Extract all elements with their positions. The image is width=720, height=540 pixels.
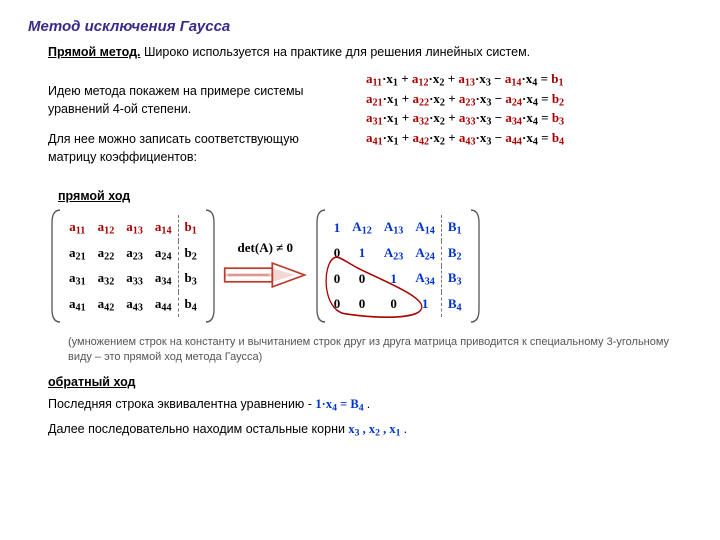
equation-row: a31·x1 + a32·x2 + a33·x3 − a34·x4 = b3 xyxy=(366,110,692,128)
para-2: Для нее можно записать соответствующую м… xyxy=(48,130,348,166)
matrix-cell: a21 xyxy=(63,241,92,267)
intro-bold: Прямой метод. xyxy=(48,45,141,59)
matrix-cell: a24 xyxy=(149,241,178,267)
bracket-right-icon xyxy=(470,209,480,323)
matrix-cell: 0 xyxy=(328,266,347,292)
matrix-cell: A24 xyxy=(409,241,441,267)
matrix-cell: 1 xyxy=(409,292,441,318)
matrix-cell: 0 xyxy=(328,241,347,267)
bracket-right-icon xyxy=(205,209,215,323)
matrix-row: a11a12a13a14b1 a21a22a23a24b2 a31a32a33a34… xyxy=(53,209,692,323)
matrix-cell: 1 xyxy=(378,266,410,292)
back1-eq: 1·x4 = B4 xyxy=(315,397,366,411)
matrix-cell: a33 xyxy=(120,266,149,292)
section-forward: прямой ход xyxy=(58,189,692,203)
matrix-cell: B4 xyxy=(441,292,467,318)
matrix-cell: a12 xyxy=(92,215,121,241)
arrow-icon xyxy=(223,258,308,292)
matrix-cell: 1 xyxy=(346,241,378,267)
matrix-cell: a44 xyxy=(149,292,178,318)
matrix-cell: a22 xyxy=(92,241,121,267)
left-column: Идею метода покажем на примере системы у… xyxy=(48,69,348,179)
matrix-cell: b4 xyxy=(178,292,203,318)
matrix-cell: a32 xyxy=(92,266,121,292)
matrix-cell: 0 xyxy=(328,292,347,318)
matrix-cell: a23 xyxy=(120,241,149,267)
matrix-cell: a42 xyxy=(92,292,121,318)
matrix-cell: b2 xyxy=(178,241,203,267)
matrix-cell: B2 xyxy=(441,241,467,267)
matrix-cell: a31 xyxy=(63,266,92,292)
matrix-cell: 0 xyxy=(378,292,410,318)
matrix-cell: B3 xyxy=(441,266,467,292)
det-label: det(A) ≠ 0 xyxy=(238,240,294,256)
matrix-left: a11a12a13a14b1 a21a22a23a24b2 a31a32a33a34… xyxy=(53,209,213,323)
section-back: обратный ход xyxy=(48,375,692,389)
intro-rest: Широко используется на практике для реше… xyxy=(141,45,531,59)
det-and-arrow: det(A) ≠ 0 xyxy=(223,240,308,292)
back2-text: Далее последовательно находим остальные … xyxy=(48,422,348,436)
t: = xyxy=(337,397,350,411)
matrix-cell: A14 xyxy=(409,215,441,241)
equation-row: a21·x1 + a22·x2 + a23·x3 − a24·x4 = b2 xyxy=(366,91,692,109)
bracket-left-icon xyxy=(51,209,61,323)
back-line-2: Далее последовательно находим остальные … xyxy=(48,420,692,441)
back-line-1: Последняя строка эквивалентна уравнению … xyxy=(48,395,692,416)
matrix-cell: A13 xyxy=(378,215,410,241)
matrix-cell: a34 xyxy=(149,266,178,292)
matrix-cell: a13 xyxy=(120,215,149,241)
matrix-cell: a43 xyxy=(120,292,149,318)
matrix-cell: a41 xyxy=(63,292,92,318)
matrix-cell: b3 xyxy=(178,266,203,292)
matrix-cell: b1 xyxy=(178,215,203,241)
intro-line: Прямой метод. Широко используется на пра… xyxy=(48,45,692,59)
matrix-cell: 0 xyxy=(346,292,378,318)
matrix-cell: 0 xyxy=(346,266,378,292)
matrix-cell: a11 xyxy=(63,215,92,241)
matrix-right: 1A12A13A14B101A23A24B2001A34B30001B4 xyxy=(318,209,478,323)
t: 4 xyxy=(359,402,364,413)
matrix-cell: a14 xyxy=(149,215,178,241)
back1-text: Последняя строка эквивалентна уравнению … xyxy=(48,397,315,411)
matrix-cell: B1 xyxy=(441,215,467,241)
para-1: Идею метода покажем на примере системы у… xyxy=(48,82,348,118)
two-column-block: Идею метода покажем на примере системы у… xyxy=(48,69,692,179)
t: 1·x xyxy=(315,397,332,411)
equation-row: a11·x1 + a12·x2 + a13·x3 − a14·x4 = b1 xyxy=(366,71,692,89)
matrix-cell: A12 xyxy=(346,215,378,241)
page-title: Метод исключения Гаусса xyxy=(28,18,692,35)
bracket-left-icon xyxy=(316,209,326,323)
matrix-cell: 1 xyxy=(328,215,347,241)
t: B xyxy=(350,397,358,411)
note-text: (умножением строк на константу и вычитан… xyxy=(68,335,672,365)
matrix-cell: A34 xyxy=(409,266,441,292)
matrix-cell: A23 xyxy=(378,241,410,267)
equation-row: a41·x1 + a42·x2 + a43·x3 − a44·x4 = b4 xyxy=(366,130,692,148)
equations-column: a11·x1 + a12·x2 + a13·x3 − a14·x4 = b1 a2… xyxy=(366,69,692,179)
back2-roots: x3 , x2 , x1 xyxy=(348,422,403,436)
